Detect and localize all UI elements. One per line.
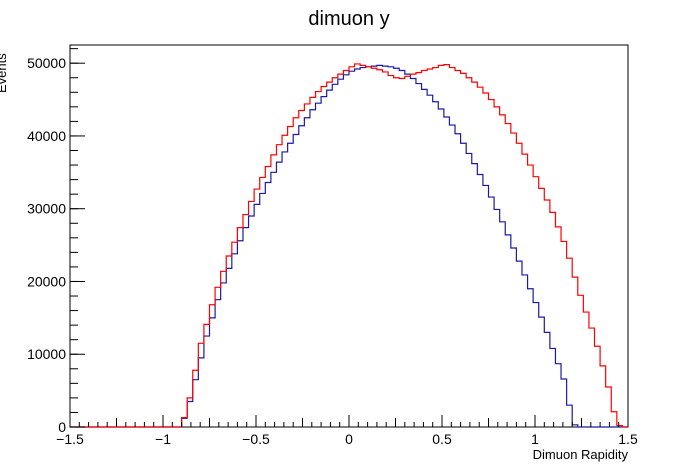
series-layer (70, 63, 628, 428)
y-tick-label: 50000 (27, 55, 66, 71)
x-tick-label: 1.5 (618, 431, 638, 447)
y-tick-label: 40000 (27, 128, 66, 144)
series-0-line (70, 64, 628, 428)
y-tick-label: 30000 (27, 201, 66, 217)
y-axis: 0 10000 20000 30000 40000 50000 (27, 48, 85, 435)
x-tick-label: 0 (345, 431, 353, 447)
plot-frame (69, 44, 629, 428)
y-tick-label: 20000 (27, 273, 66, 289)
y-tick-label: 0 (58, 419, 66, 435)
x-tick-label: 1 (531, 431, 539, 447)
x-tick-label: −1.5 (56, 431, 84, 447)
x-tick-label: 0.5 (432, 431, 452, 447)
y-axis-title: Events (0, 53, 9, 93)
x-tick-label: −1 (155, 431, 171, 447)
x-tick-label: −0.5 (242, 431, 270, 447)
y-tick-label: 10000 (27, 346, 66, 362)
x-axis-title: Dimuon Rapidity (533, 447, 629, 462)
x-axis: −1.5 −1 −0.5 0 0.5 1 1.5 (56, 415, 638, 447)
plot-border (69, 44, 629, 428)
series-1-line (70, 63, 628, 428)
chart-title: dimuon y (308, 8, 389, 30)
